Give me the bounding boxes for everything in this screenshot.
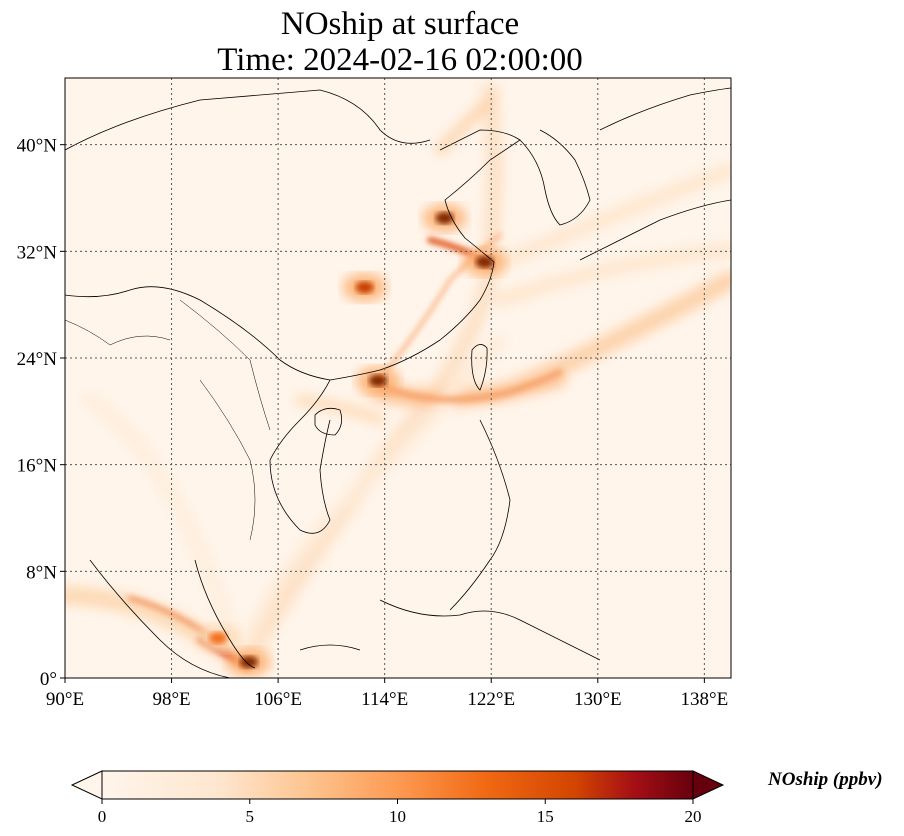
- colorbar-tick-label: 15: [537, 807, 554, 826]
- hotspot-core: [239, 656, 258, 668]
- y-tick-label: 8°N: [26, 562, 57, 583]
- y-axis-ticks: 0° 8°N 16°N 24°N 32°N 40°N: [17, 136, 65, 690]
- y-tick-label: 0°: [40, 669, 57, 690]
- colorbar-tick-label: 0: [98, 807, 107, 826]
- chart-title: NOship at surface: [280, 6, 520, 42]
- x-tick-label: 122°E: [467, 689, 515, 710]
- colorbar-ticks: 0 5 10 15 20: [98, 799, 702, 826]
- x-tick-label: 98°E: [152, 689, 190, 710]
- map-frame: [64, 77, 732, 679]
- x-tick-label: 114°E: [361, 689, 408, 710]
- x-tick-label: 106°E: [254, 689, 302, 710]
- hotspot-core: [435, 212, 454, 224]
- y-tick-label: 40°N: [17, 136, 58, 157]
- x-tick-label: 90°E: [46, 689, 84, 710]
- chart-subtitle: Time: 2024-02-16 02:00:00: [217, 42, 583, 78]
- colorbar-tick-label: 20: [685, 807, 702, 826]
- hotspot-core: [369, 374, 388, 387]
- y-tick-label: 32°N: [17, 242, 58, 263]
- hotspot-core: [355, 281, 374, 294]
- x-tick-label: 138°E: [681, 689, 729, 710]
- y-tick-label: 24°N: [17, 349, 58, 370]
- hotspot-core: [209, 632, 228, 644]
- gridlines: [65, 78, 731, 678]
- colorbar-label: NOship (ppbv): [768, 769, 883, 790]
- x-tick-label: 130°E: [574, 689, 622, 710]
- colorbar-extend-min: [70, 770, 103, 800]
- x-axis-ticks: 90°E 98°E 106°E 114°E 122°E 130°E 138°E: [46, 678, 728, 710]
- hotspot-core: [475, 256, 494, 268]
- colorbar-tick-label: 5: [246, 807, 255, 826]
- country-borders: [65, 299, 271, 541]
- colorbar-tick-label: 10: [389, 807, 406, 826]
- colorbar-extend-max: [692, 770, 725, 800]
- colorbar-gradient: [101, 770, 694, 800]
- y-tick-label: 16°N: [17, 456, 58, 477]
- colorbar: 0 5 10 15 20: [70, 770, 725, 826]
